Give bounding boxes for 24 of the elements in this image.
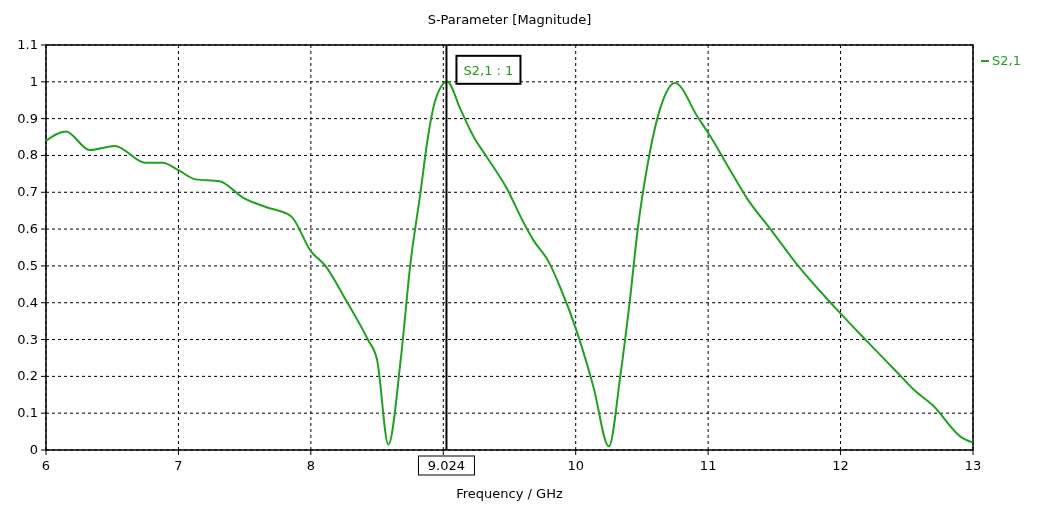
legend-label: S2,1: [992, 53, 1021, 68]
y-tick-label: 1.1: [17, 37, 38, 52]
x-tick-label: 10: [567, 458, 584, 473]
x-tick-label: 6: [41, 458, 51, 473]
chart-title: S-Parameter [Magnitude]: [427, 12, 592, 27]
x-tick-label: 8: [306, 458, 315, 473]
y-tick-label: 0.3: [17, 331, 38, 347]
y-tick-label: 0.2: [17, 368, 38, 384]
ref-line-label: 9.024: [427, 458, 466, 473]
y-tick-label: 1: [29, 73, 38, 89]
x-axis-title: Frequency / GHz: [456, 486, 563, 501]
x-tick-label: 11: [699, 458, 717, 473]
y-tick-label: 0.5: [17, 257, 38, 273]
x-tick-label: 13: [964, 458, 982, 473]
y-tick-label: 0.8: [17, 147, 38, 163]
y-tick-label: 0.7: [17, 184, 38, 200]
y-tick-label: 0.4: [17, 294, 38, 310]
x-tick-label: 12: [832, 458, 849, 473]
y-tick-label: 0: [29, 442, 38, 457]
y-tick-label: 0.9: [17, 110, 38, 126]
annotation: S2,1 : 1: [463, 62, 514, 78]
y-tick-label: 0.1: [17, 405, 38, 421]
x-tick-label: 7: [174, 458, 183, 473]
y-tick-label: 0.6: [17, 221, 38, 237]
